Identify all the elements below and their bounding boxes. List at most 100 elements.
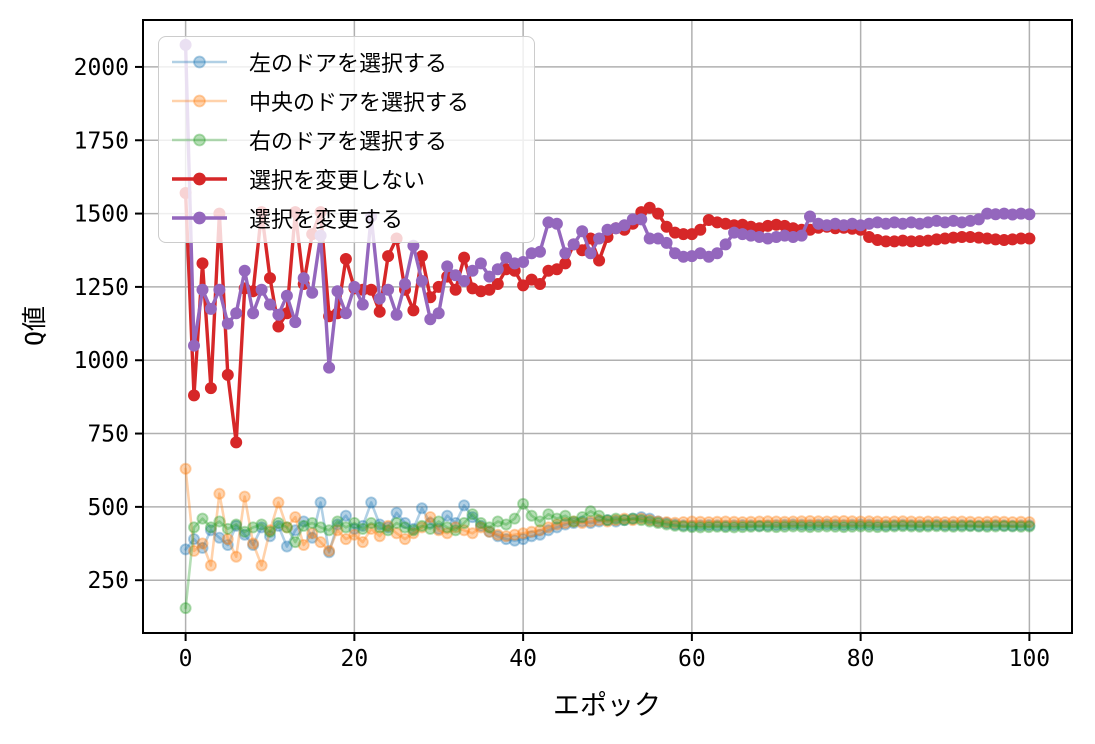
series-stay-marker — [272, 320, 285, 333]
series-center-door-marker — [263, 524, 276, 537]
series-left-door-marker — [964, 519, 977, 532]
series-left-door-marker — [888, 519, 901, 532]
x-tick-label: 0 — [179, 646, 193, 672]
series-center-door-marker — [230, 550, 243, 563]
series-right-door-marker — [356, 522, 369, 535]
legend-swatch-svg — [172, 211, 227, 224]
series-right-door-marker — [221, 522, 234, 535]
series-right-door — [179, 497, 1036, 615]
series-center-door-marker — [213, 487, 226, 500]
series-left-door-marker — [744, 519, 757, 532]
series-right-door-marker — [955, 520, 968, 533]
series-right-door-marker — [458, 517, 471, 530]
series-left-door-marker — [306, 531, 319, 544]
series-center-door-marker — [677, 516, 690, 529]
series-right-door-marker — [989, 520, 1002, 533]
series-left-door-marker — [415, 502, 428, 515]
series-center-door-marker — [382, 519, 395, 532]
series-center-door-marker — [913, 515, 926, 528]
series-right-door-marker — [660, 518, 673, 531]
series-switch-marker — [196, 283, 209, 296]
series-switch-marker — [204, 302, 217, 315]
series-switch-marker — [483, 270, 496, 283]
series-left-door-marker — [559, 518, 572, 531]
series-right-door-marker — [297, 519, 310, 532]
series-right-door-marker — [761, 520, 774, 533]
series-center-door-marker — [609, 514, 622, 527]
series-left-door-marker — [221, 539, 234, 552]
series-left-door-marker — [846, 518, 859, 531]
series-center-door-marker — [601, 515, 614, 528]
series-left-door-marker — [812, 518, 825, 531]
series-left-door-marker — [702, 519, 715, 532]
series-right-door-marker — [339, 521, 352, 534]
series-left-door-marker — [804, 519, 817, 532]
y-tick-label: 2000 — [74, 55, 129, 81]
series-center-door-marker — [221, 533, 234, 546]
series-left-door-marker — [204, 524, 217, 537]
series-left-door-marker — [382, 521, 395, 534]
series-right-door-marker — [263, 525, 276, 538]
series-switch-marker — [390, 308, 403, 321]
series-right-door-marker — [550, 512, 563, 525]
series-center-door — [179, 462, 1036, 572]
series-center-door-marker — [508, 528, 521, 541]
series-right-door-marker — [846, 520, 859, 533]
series-center-door-marker — [854, 515, 867, 528]
series-right-door-marker — [238, 525, 251, 538]
series-right-door-marker — [871, 521, 884, 534]
series-left-door-marker — [719, 519, 732, 532]
series-left-door-marker — [947, 519, 960, 532]
series-center-door-marker — [804, 515, 817, 528]
series-switch-marker — [289, 316, 302, 329]
series-right-door-marker — [998, 520, 1011, 533]
legend-item-switch: 選択を変更する — [171, 198, 534, 237]
series-stay-marker — [694, 223, 707, 236]
series-right-door-marker — [1023, 520, 1036, 533]
series-center-door-marker — [576, 517, 589, 530]
series-switch-marker — [356, 298, 369, 311]
series-left-door-marker — [534, 528, 547, 541]
series-center-door-marker — [989, 515, 1002, 528]
series-center-door-marker — [753, 515, 766, 528]
series-right-door-marker — [879, 520, 892, 533]
series-right-door-marker — [213, 515, 226, 528]
x-tick-label: 100 — [1009, 646, 1051, 672]
series-left-door-marker — [989, 519, 1002, 532]
series-stay-marker — [204, 382, 217, 395]
legend-line-marker-swatch — [171, 167, 228, 191]
series-left-door-marker — [187, 533, 200, 546]
series-right-door-marker — [770, 521, 783, 534]
series-stay-marker — [559, 257, 572, 270]
series-center-door-marker — [728, 515, 741, 528]
series-switch-marker — [458, 274, 471, 287]
series-switch-marker — [339, 307, 352, 320]
series-right-door-marker — [204, 521, 217, 534]
series-left-door-marker — [685, 519, 698, 532]
series-center-door-marker — [711, 515, 724, 528]
series-right-door-marker — [483, 521, 496, 534]
legend-line-marker-swatch — [171, 89, 228, 113]
series-right-door-marker — [829, 520, 842, 533]
x-axis-label: エポック — [553, 690, 661, 722]
series-left-door-marker — [879, 519, 892, 532]
series-switch-marker — [534, 245, 547, 258]
legend-item-right-door: 右のドアを選択する — [171, 120, 534, 159]
series-right-door-marker — [643, 515, 656, 528]
series-right-door-marker — [576, 511, 589, 524]
series-center-door-marker — [550, 518, 563, 531]
series-right-door-marker — [837, 521, 850, 534]
series-right-door-marker — [753, 520, 766, 533]
series-left-door-marker — [593, 515, 606, 528]
x-tick-label: 80 — [847, 646, 875, 672]
series-left-door-marker — [525, 530, 538, 543]
series-center-door-marker — [272, 496, 285, 509]
series-right-door-marker — [525, 509, 538, 522]
series-center-door-marker — [466, 527, 479, 540]
series-left-door-marker — [939, 519, 952, 532]
y-axis-label: Q値 — [20, 305, 49, 347]
series-center-door-marker — [593, 514, 606, 527]
x-tick-label: 40 — [509, 646, 537, 672]
series-left-door — [179, 496, 1036, 559]
series-center-door-marker — [356, 536, 369, 549]
